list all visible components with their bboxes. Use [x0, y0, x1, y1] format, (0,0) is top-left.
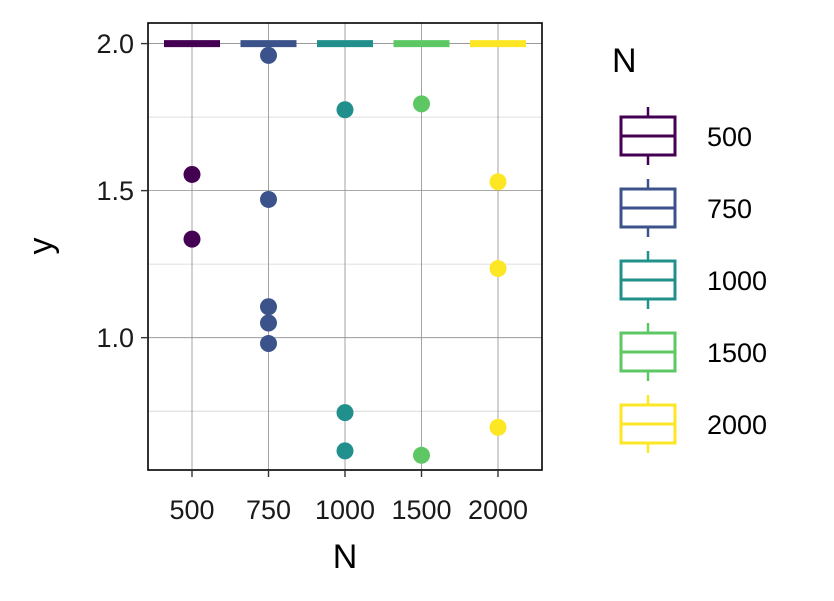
legend-key-1500	[619, 323, 677, 381]
x-tick-label: 1500	[391, 495, 451, 525]
x-tick-label: 2000	[468, 495, 528, 525]
legend: N 500 750 1000 1500 2000	[612, 42, 767, 453]
x-axis: 500 750 1000 1500 2000	[169, 470, 528, 525]
data-point	[260, 190, 277, 208]
legend-label-750: 750	[707, 194, 752, 224]
data-point	[489, 173, 507, 191]
legend-key-500	[619, 107, 677, 165]
y-tick-label: 1.0	[96, 323, 134, 353]
legend-label-1000: 1000	[707, 266, 767, 296]
y-axis-title: y	[22, 238, 60, 255]
x-tick-label: 1000	[315, 495, 375, 525]
x-tick-label: 750	[246, 495, 291, 525]
data-point	[336, 404, 354, 422]
data-point	[260, 298, 277, 316]
legend-key-2000	[619, 395, 677, 453]
y-axis: 1.0 1.5 2.0	[96, 29, 148, 353]
legend-key-750	[619, 179, 677, 237]
legend-title: N	[612, 42, 637, 80]
data-points	[183, 46, 507, 464]
data-point	[489, 418, 507, 436]
data-point	[260, 335, 277, 353]
data-point	[260, 46, 277, 64]
data-point	[183, 230, 201, 248]
legend-label-500: 500	[707, 122, 752, 152]
data-point	[413, 95, 430, 113]
data-point	[336, 442, 354, 460]
legend-key-1000	[619, 251, 677, 309]
data-point	[336, 101, 354, 119]
data-point	[489, 260, 507, 278]
y-tick-label: 2.0	[96, 29, 134, 59]
legend-label-1500: 1500	[707, 338, 767, 368]
data-point	[183, 165, 201, 183]
data-point	[413, 446, 430, 464]
data-point	[260, 314, 277, 332]
x-axis-title: N	[333, 538, 358, 576]
x-tick-label: 500	[169, 495, 214, 525]
y-tick-label: 1.5	[96, 176, 134, 206]
legend-label-2000: 2000	[707, 410, 767, 440]
